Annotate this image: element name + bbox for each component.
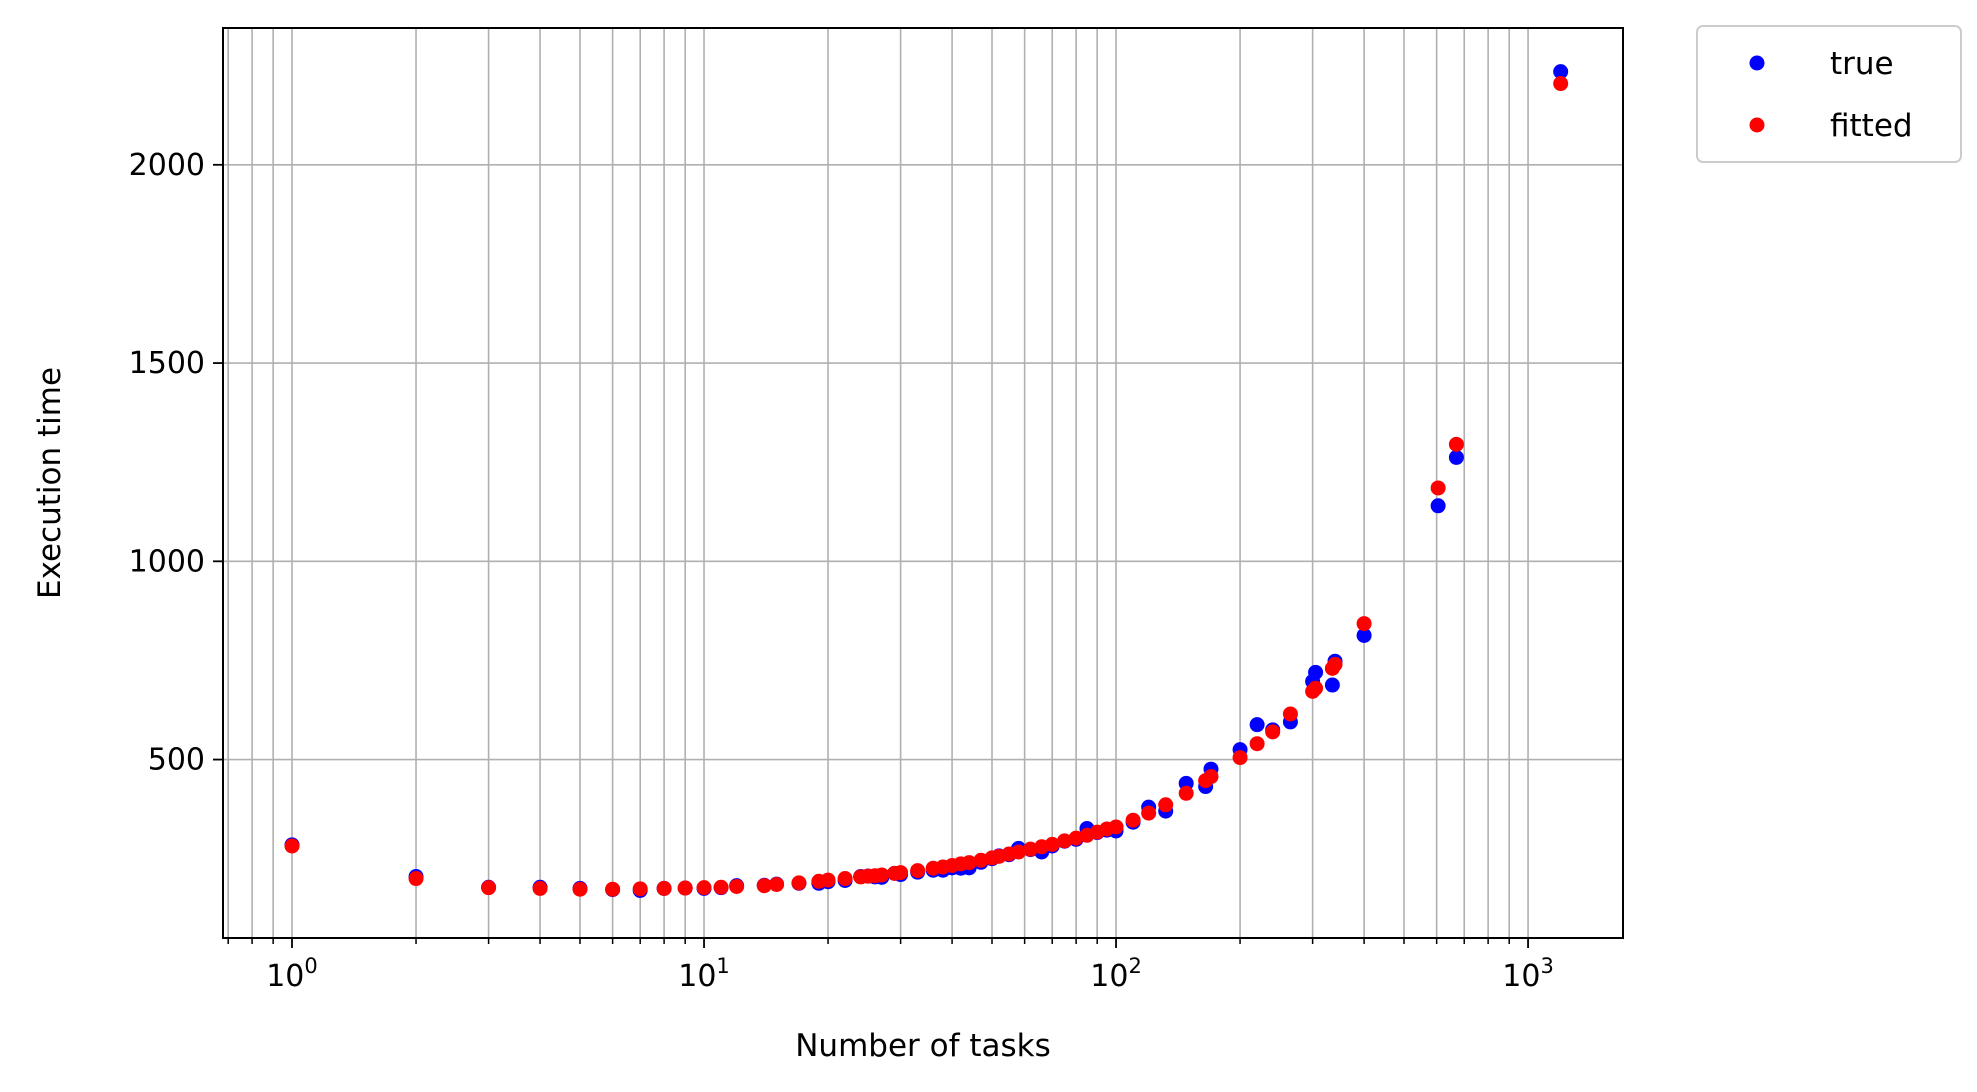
point-fitted [1430,480,1446,496]
point-fitted [1203,769,1219,785]
point-true [1249,717,1265,733]
series-true [284,64,1569,898]
point-fitted [1553,76,1569,92]
x-tick-label: 100 [266,954,318,994]
point-fitted [1249,736,1265,752]
point-fitted [284,838,300,854]
y-tick-label: 1000 [129,544,205,579]
data-points [284,64,1569,898]
y-tick-label: 2000 [129,148,205,183]
point-fitted [1057,833,1073,849]
point-fitted [893,865,909,881]
point-fitted [756,878,772,894]
y-axis-label: Execution time [32,367,68,599]
point-fitted [837,871,853,887]
point-fitted [1141,805,1157,821]
x-tick-label: 102 [1090,954,1142,994]
y-tick-label: 1500 [129,346,205,381]
point-fitted [696,880,712,896]
legend-marker-fitted [1749,117,1765,133]
point-fitted [1125,812,1141,828]
point-fitted [820,872,836,888]
point-true [1448,449,1464,465]
point-fitted [408,871,424,887]
point-fitted [677,880,693,896]
point-fitted [1022,841,1038,857]
point-fitted [910,863,926,879]
point-true [1430,498,1446,514]
point-fitted [961,855,977,871]
point-fitted [1108,819,1124,835]
legend-marker-true [1749,55,1765,71]
point-fitted [1448,436,1464,452]
legend: true fitted [1696,25,1962,163]
legend-label-true: true [1830,46,1894,82]
y-tick-label: 500 [148,743,205,778]
point-fitted [1308,680,1324,696]
point-fitted [729,878,745,894]
point-fitted [1265,724,1281,740]
point-fitted [656,880,672,896]
point-fitted [632,881,648,897]
axis-tick-labels: 100 101 102 103 500 1000 1500 2000 [129,148,1554,994]
x-axis-label: Number of tasks [795,1028,1051,1064]
point-fitted [1327,656,1343,672]
plot-area [222,27,1624,939]
point-fitted [1011,844,1027,860]
legend-label-fitted: fitted [1830,108,1913,144]
point-fitted [791,875,807,891]
point-true [1553,64,1569,80]
axis-ticks [213,163,1529,948]
point-fitted [1158,797,1174,813]
point-fitted [1232,750,1248,766]
point-fitted [481,880,497,896]
series-fitted [284,76,1569,897]
x-tick-label: 103 [1502,954,1554,994]
point-true [1308,664,1324,680]
point-fitted [532,880,548,896]
point-fitted [769,876,785,892]
point-fitted [605,881,621,897]
point-fitted [1044,836,1060,852]
legend-box [1696,25,1962,163]
point-fitted [713,879,729,895]
point-true [1356,627,1372,643]
grid [223,28,1623,938]
point-fitted [572,881,588,897]
x-tick-label: 101 [678,954,730,994]
point-fitted [874,867,890,883]
point-fitted [1178,785,1194,801]
point-true [1324,677,1340,693]
point-fitted [1282,706,1298,722]
point-fitted [1356,616,1372,632]
